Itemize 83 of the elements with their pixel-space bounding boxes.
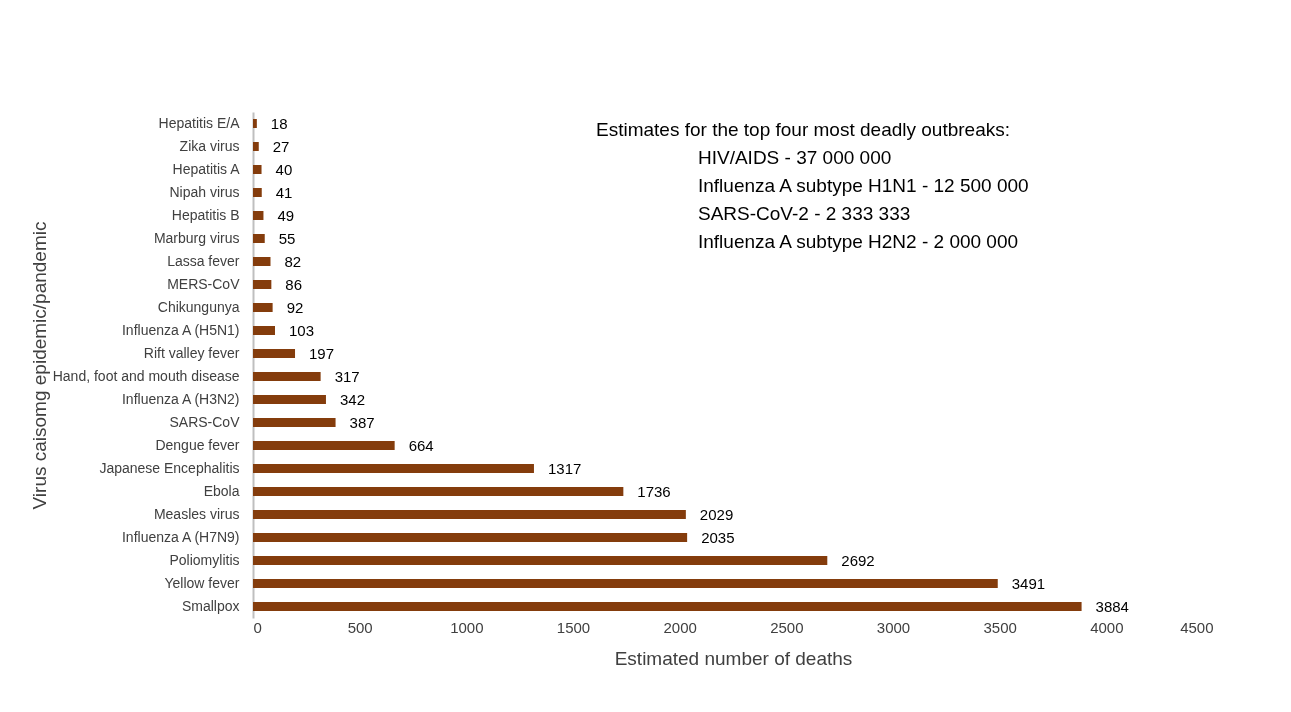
data-label: 342 — [339, 390, 365, 408]
bar — [253, 418, 336, 427]
data-label: 2029 — [699, 505, 734, 523]
bar — [253, 119, 257, 128]
x-tick-label: 500 — [347, 618, 373, 636]
y-tick-label: Influenza A (H3N2) — [121, 390, 240, 407]
data-label: 103 — [288, 321, 314, 339]
bar — [253, 303, 273, 312]
x-tick-label: 4000 — [1090, 618, 1124, 636]
y-tick-label: MERS-CoV — [167, 275, 241, 292]
y-tick-label: Nipah virus — [169, 183, 240, 200]
bar — [253, 257, 271, 266]
data-label: 2035 — [701, 528, 735, 546]
y-tick-label: Influenza A (H5N1) — [121, 321, 240, 338]
x-axis-title: Estimated number of deaths — [614, 647, 853, 669]
y-tick-label: Measles virus — [153, 505, 240, 522]
data-label: 387 — [349, 413, 375, 431]
data-label: 197 — [309, 344, 335, 362]
bar — [253, 326, 275, 335]
data-label: 18 — [270, 114, 288, 132]
bar — [253, 464, 534, 473]
y-tick-label: Influenza A (H7N9) — [121, 528, 240, 545]
y-tick-label: Japanese Encephalitis — [99, 459, 240, 476]
data-label: 317 — [334, 367, 360, 385]
data-label: 3491 — [1011, 574, 1046, 592]
y-tick-label: Hepatitis B — [171, 206, 240, 223]
bar — [253, 280, 272, 289]
y-tick-label: Chikungunya — [157, 298, 240, 315]
x-tick-label: 3000 — [876, 618, 911, 636]
annotation: Influenza A subtype H1N1 - 12 500 000 — [698, 175, 1029, 196]
bar — [253, 165, 262, 174]
data-label: 40 — [275, 160, 293, 178]
x-tick-label: 2500 — [770, 618, 804, 636]
y-tick-label: Hepatitis E/A — [158, 114, 241, 131]
data-label: 3884 — [1095, 597, 1129, 615]
y-tick-label: Ebola — [203, 482, 240, 499]
annotation: HIV/AIDS - 37 000 000 — [698, 147, 892, 168]
data-label: 92 — [286, 298, 304, 316]
bar — [253, 602, 1082, 611]
data-label: 86 — [285, 275, 303, 293]
data-label: 1317 — [547, 459, 582, 477]
bar — [253, 211, 264, 220]
y-tick-label: Dengue fever — [155, 436, 240, 453]
y-tick-label: Hepatitis A — [172, 160, 241, 177]
y-tick-label: Poliomylitis — [169, 551, 240, 568]
x-tick-label: 2000 — [663, 618, 697, 636]
y-tick-label: Lassa fever — [167, 252, 240, 269]
y-tick-label: Yellow fever — [164, 574, 240, 591]
x-tick-label: 1500 — [556, 618, 591, 636]
bar — [253, 441, 395, 450]
y-tick-label: Rift valley fever — [143, 344, 240, 361]
x-tick-label: 4500 — [1180, 618, 1214, 636]
bar — [253, 395, 326, 404]
data-label: 55 — [278, 229, 296, 247]
y-tick-label: Hand, foot and mouth disease — [52, 367, 240, 384]
bar — [253, 556, 828, 565]
data-label: 1736 — [637, 482, 671, 500]
bar — [253, 372, 321, 381]
annotation: Influenza A subtype H2N2 - 2 000 000 — [698, 231, 1019, 252]
bar — [253, 142, 259, 151]
y-tick-label: Smallpox — [181, 597, 240, 614]
x-tick-label: 1000 — [450, 618, 484, 636]
bar — [253, 188, 262, 197]
data-label: 27 — [272, 137, 290, 155]
x-tick-label: 3500 — [983, 618, 1017, 636]
data-label: 664 — [408, 436, 434, 454]
y-tick-label: Zika virus — [179, 137, 240, 154]
bar — [253, 234, 265, 243]
bar — [253, 487, 624, 496]
data-label: 82 — [284, 252, 302, 270]
bar — [253, 579, 998, 588]
data-label: 41 — [275, 183, 293, 201]
data-label: 2692 — [841, 551, 875, 569]
x-tick-label: 0 — [253, 618, 262, 636]
bar — [253, 349, 296, 358]
y-axis-title: Virus caisomg epidemic/pandemic — [28, 221, 50, 510]
y-tick-label: SARS-CoV — [169, 413, 241, 430]
bar — [253, 533, 688, 542]
data-label: 49 — [277, 206, 295, 224]
annotation: Estimates for the top four most deadly outbreaks: — [596, 119, 1010, 140]
bar — [253, 510, 686, 519]
annotation: SARS-CoV-2 - 2 333 333 — [698, 203, 911, 224]
y-tick-label: Marburg virus — [153, 229, 240, 246]
